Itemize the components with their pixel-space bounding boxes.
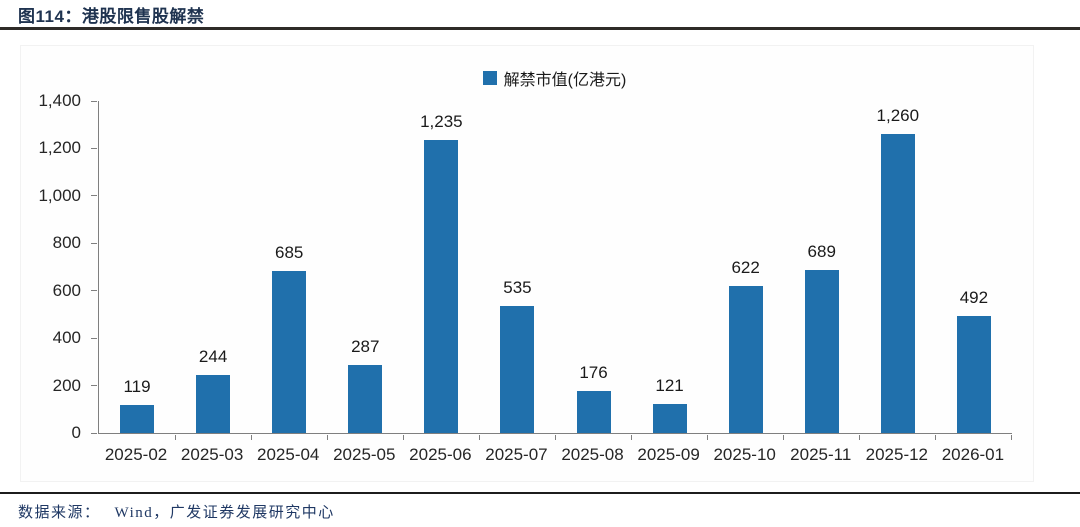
x-tick-mark (783, 435, 785, 440)
x-tick-mark (935, 435, 937, 440)
y-tick-mark (91, 432, 97, 434)
x-tick-label: 2025-03 (180, 445, 244, 464)
bar (576, 391, 611, 433)
footer-rule (0, 492, 1080, 494)
bar-column: 1,235 (403, 101, 480, 440)
y-axis: 0 200 400 600 800 1,000 1,200 1,400 (21, 92, 91, 442)
bar (804, 269, 839, 433)
plot-area: 119 244 685 287 1,235 535 176 121 622 689 1,260 492 (91, 100, 1013, 440)
bar-column: 121 (632, 101, 709, 440)
x-tick-mark (1011, 435, 1013, 440)
x-tick-label: 2025-07 (485, 445, 548, 464)
title-underline (0, 27, 1080, 30)
bar (196, 375, 231, 433)
bar (348, 364, 383, 433)
bar-value-label: 689 (807, 241, 836, 261)
bar-column: 287 (327, 101, 404, 440)
x-tick-mark (326, 435, 328, 440)
x-axis: 2025-02 2025-03 2025-04 2025-05 2025-06 2025-… (98, 445, 1011, 465)
y-tick-label: 800 (52, 233, 81, 253)
bar-column: 492 (936, 101, 1013, 440)
y-tick-mark (91, 100, 97, 102)
x-tick-mark (402, 435, 404, 440)
x-tick-mark (174, 435, 176, 440)
y-tick-label: 600 (52, 280, 81, 300)
x-tick-mark (859, 435, 861, 440)
legend-swatch-icon (482, 71, 497, 85)
page-title: 图114：港股限售股解禁 (18, 7, 205, 26)
bar-column: 689 (784, 101, 861, 440)
y-tick-label: 1,200 (38, 138, 81, 158)
x-tick-label: 2025-11 (790, 445, 852, 464)
x-tick-mark (707, 435, 709, 440)
y-tick-label: 1,400 (38, 91, 81, 110)
bar-value-label: 176 (579, 363, 608, 383)
bar-value-label: 1,260 (876, 106, 920, 126)
bar-value-label: 535 (503, 278, 532, 298)
bar-column: 622 (708, 101, 785, 440)
bar-value-label: 685 (275, 242, 304, 262)
y-tick-mark (91, 242, 97, 244)
y-tick-label: 400 (52, 328, 81, 348)
x-tick-label: 2025-02 (104, 445, 168, 464)
x-tick-mark (554, 435, 556, 440)
chart-legend: 解禁市值(亿港元) (98, 66, 1011, 90)
legend-label: 解禁市值(亿港元) (503, 72, 627, 89)
x-tick-label: 2025-08 (561, 445, 624, 464)
bar-value-label: 492 (959, 288, 989, 308)
x-tick-label: 2025-09 (637, 445, 700, 464)
bar-column: 244 (175, 101, 252, 440)
x-tick-label: 2025-05 (333, 445, 396, 464)
bar-column: 176 (555, 101, 633, 440)
x-tick-label: 2026-01 (941, 445, 1005, 464)
y-tick-mark (91, 290, 97, 292)
chart-panel: 解禁市值(亿港元) 0 200 400 600 800 1,000 1,200 1,400 1… (20, 45, 1034, 482)
y-tick-label: 0 (71, 423, 81, 442)
bar-value-label: 121 (655, 376, 684, 396)
x-tick-mark (631, 435, 633, 440)
bar-value-label: 244 (198, 347, 228, 367)
bar (120, 404, 155, 433)
bar-column: 535 (479, 101, 556, 440)
y-tick-label: 1,000 (38, 185, 81, 205)
bar (424, 140, 459, 433)
x-tick-mark (250, 435, 252, 440)
y-tick-mark (91, 385, 97, 387)
y-tick-label: 200 (52, 375, 81, 395)
bar-column: 119 (99, 101, 176, 440)
x-tick-label: 2025-12 (865, 445, 929, 464)
x-tick-mark (478, 435, 480, 440)
data-source: 数据来源： Wind，广发证券发展研究中心 (18, 501, 335, 522)
data-source-label: 数据来源： (18, 505, 101, 521)
bar-value-label: 287 (351, 336, 380, 356)
bar-value-label: 1,235 (420, 112, 463, 132)
bar (272, 270, 307, 433)
bar (956, 316, 991, 433)
y-tick-mark (91, 147, 97, 149)
bar (652, 404, 687, 433)
bar-value-label: 622 (731, 257, 760, 277)
x-tick-label: 2025-10 (713, 445, 776, 464)
bar (500, 306, 535, 433)
bar (880, 134, 915, 433)
bar (728, 285, 763, 433)
y-tick-mark (91, 195, 97, 197)
bar-value-label: 119 (123, 376, 151, 396)
x-tick-label: 2025-06 (409, 445, 472, 464)
bar-column: 685 (251, 101, 328, 440)
y-tick-mark (91, 337, 97, 339)
bar-column: 1,260 (860, 101, 937, 440)
data-source-text: Wind，广发证券发展研究中心 (114, 505, 335, 521)
x-tick-label: 2025-04 (257, 445, 320, 464)
